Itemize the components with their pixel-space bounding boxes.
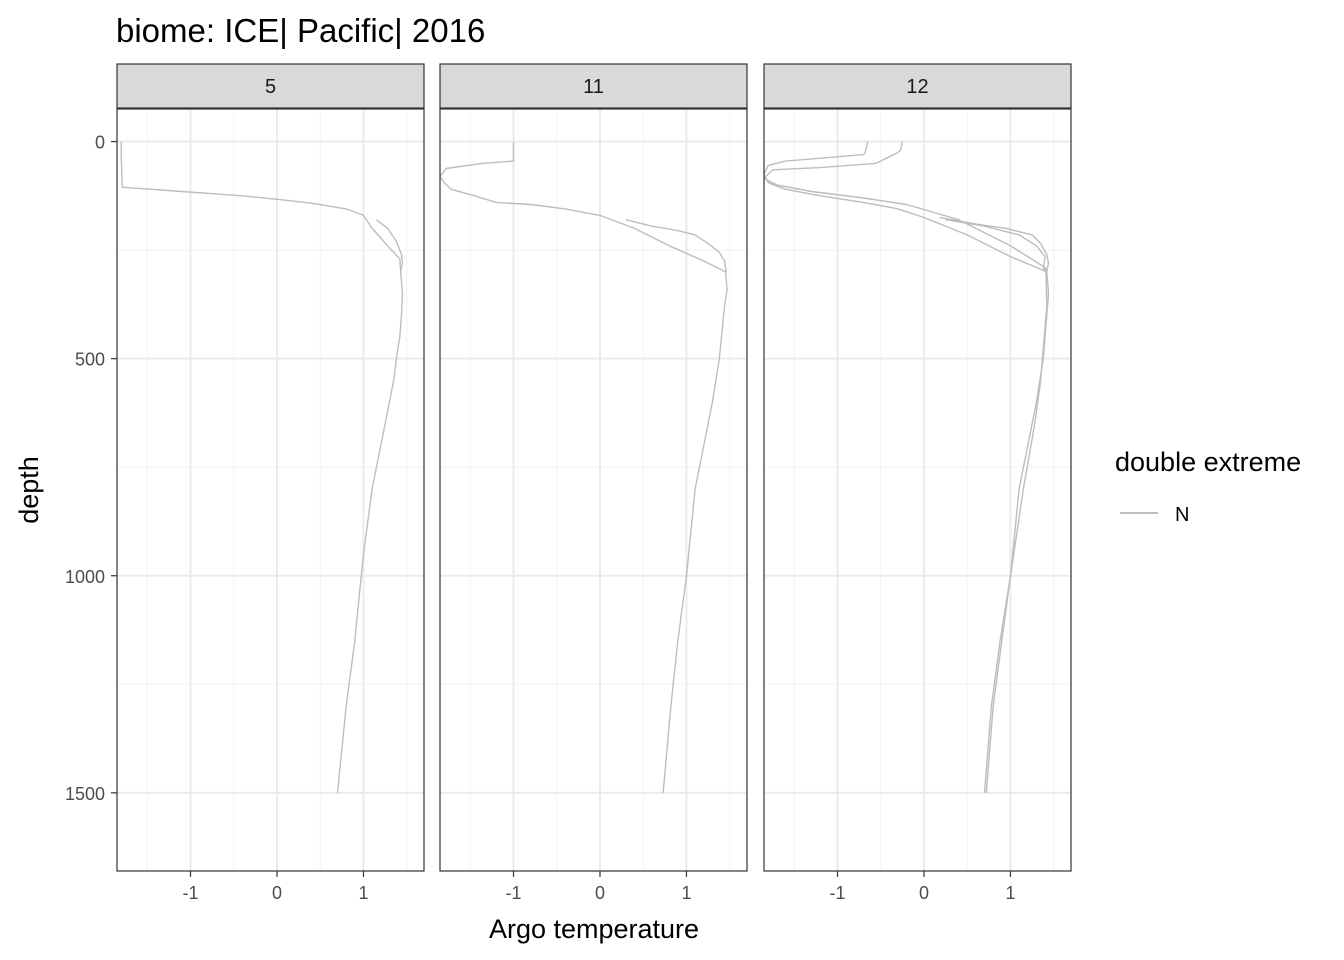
profile-line-12-3 xyxy=(939,216,1050,272)
panel-background xyxy=(117,109,424,871)
panel-background xyxy=(764,109,1071,871)
x-tick-label: -1 xyxy=(505,883,521,903)
profile-line-12-6 xyxy=(983,271,1048,793)
x-tick-label: 0 xyxy=(595,883,605,903)
facet-strip-label: 12 xyxy=(906,76,928,98)
panel-12: 12 xyxy=(763,63,1072,872)
facet-strip xyxy=(439,63,748,109)
x-tick-label: 1 xyxy=(1005,883,1015,903)
facet-strip-label: 11 xyxy=(583,76,604,98)
x-axes: -1 0 1 -1 0 1 -1 0 1 xyxy=(182,871,1015,903)
panel-11: 11 xyxy=(439,63,748,872)
facet-strip-label: 5 xyxy=(265,76,276,98)
x-tick-label: -1 xyxy=(182,883,198,903)
x-tick-label: 0 xyxy=(272,883,282,903)
profile-line-12-1 xyxy=(763,141,1048,273)
x-tick-label: 1 xyxy=(358,883,368,903)
legend-title: double extreme xyxy=(1115,447,1301,477)
profile-line-11-2 xyxy=(625,219,727,272)
facet-strip xyxy=(763,63,1072,109)
x-tick-label: -1 xyxy=(829,883,845,903)
profile-line-5-1 xyxy=(120,141,404,793)
panel-5: 5 xyxy=(116,63,425,872)
profile-line-11-1 xyxy=(439,141,728,793)
panel-border xyxy=(439,108,748,872)
legend-label: N xyxy=(1175,504,1189,526)
panel-border xyxy=(763,108,1072,872)
y-axis: 0 500 1000 1500 xyxy=(65,133,117,804)
profile-line-5-2 xyxy=(375,219,404,272)
profile-line-12-2 xyxy=(763,141,1048,273)
panel-border xyxy=(116,108,425,872)
panel-background xyxy=(440,109,747,871)
y-tick-label: 1500 xyxy=(65,784,105,804)
y-tick-label: 500 xyxy=(75,350,105,370)
facet-strip xyxy=(116,63,425,109)
y-tick-label: 0 xyxy=(95,133,105,153)
x-axis-title: Argo temperature xyxy=(489,914,699,944)
chart-title: biome: ICE| Pacific| 2016 xyxy=(116,12,485,49)
facet-panels: 5 11 12 xyxy=(116,63,1072,872)
y-axis-title: depth xyxy=(14,456,44,524)
y-tick-label: 1000 xyxy=(65,567,105,587)
x-tick-label: 0 xyxy=(919,883,929,903)
x-tick-label: 1 xyxy=(681,883,691,903)
legend: double extreme N xyxy=(1115,447,1301,526)
profile-line-12-4 xyxy=(945,219,1047,273)
